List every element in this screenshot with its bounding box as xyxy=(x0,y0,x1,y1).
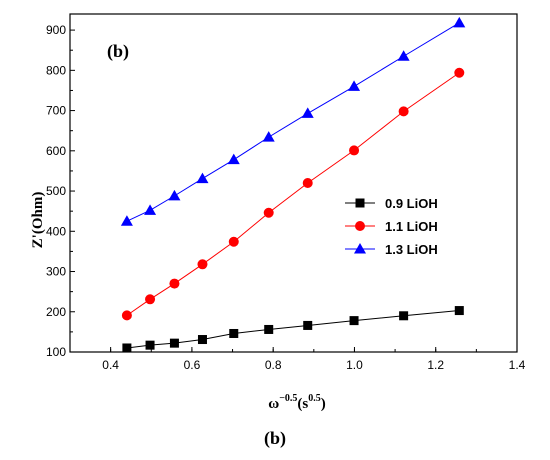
legend-marker xyxy=(354,243,366,254)
data-point xyxy=(454,306,464,316)
data-point xyxy=(262,131,275,142)
x-tick-label: 0.8 xyxy=(265,358,282,372)
y-tick-label: 600 xyxy=(46,144,66,158)
figure-caption: (b) xyxy=(264,428,286,448)
data-point xyxy=(169,338,179,348)
data-point xyxy=(227,153,240,165)
y-tick-label: 800 xyxy=(46,63,66,77)
data-point xyxy=(169,278,180,289)
data-point xyxy=(349,145,360,156)
x-axis-title-unit-exp: 0.5 xyxy=(308,393,321,404)
data-point xyxy=(145,340,155,350)
data-point xyxy=(398,106,409,117)
x-tick-label: 1.2 xyxy=(427,358,444,372)
y-tick-label: 400 xyxy=(46,224,66,238)
data-point xyxy=(197,335,207,345)
y-tick-label: 300 xyxy=(46,265,66,279)
legend-label: 0.9 LiOH xyxy=(385,196,438,211)
axes: 0.4 0.6 0.8 1.0 1.2 1.4 100 200 300 400 500 600 700 8… xyxy=(46,13,526,372)
data-point xyxy=(228,236,239,247)
data-point xyxy=(348,80,361,91)
data-point xyxy=(301,107,314,118)
y-tick-label: 500 xyxy=(46,184,66,198)
data-point xyxy=(144,204,157,215)
x-axis-title: ω−0.5(s0.5) xyxy=(268,393,326,412)
series-line xyxy=(126,22,460,222)
series-line xyxy=(126,310,460,349)
data-point xyxy=(196,172,209,184)
series-1 xyxy=(121,67,465,321)
x-axis-title-symbol: ω xyxy=(268,396,279,412)
data-point xyxy=(454,67,465,78)
legend-marker xyxy=(355,198,365,208)
y-axis-title: Z'(Ohm) xyxy=(30,192,46,249)
legend-marker xyxy=(355,221,365,231)
series-line xyxy=(126,72,460,316)
y-tick-label: 900 xyxy=(46,23,66,37)
data-point xyxy=(197,259,208,270)
series-2 xyxy=(120,16,466,226)
data-point xyxy=(229,328,239,338)
x-tick-label: 0.6 xyxy=(184,358,201,372)
x-tick-label: 0.4 xyxy=(102,358,119,372)
series-layer xyxy=(120,16,466,353)
panel-label: (b) xyxy=(107,41,129,62)
data-point xyxy=(121,310,132,321)
plot-frame xyxy=(69,13,518,353)
data-point xyxy=(399,311,409,321)
data-point xyxy=(302,178,313,188)
data-point xyxy=(168,189,181,201)
legend-item-2: 1.3 LiOH xyxy=(345,242,438,257)
data-point xyxy=(349,316,359,326)
legend-label: 1.1 LiOH xyxy=(385,219,438,234)
data-point xyxy=(397,50,410,61)
y-tick-label: 700 xyxy=(46,104,66,118)
data-point xyxy=(263,207,274,218)
x-axis-title-exp: −0.5 xyxy=(279,393,297,404)
x-tick-label: 1.0 xyxy=(346,358,363,372)
x-axis-title-unit: (s xyxy=(297,396,308,412)
data-point xyxy=(120,215,133,226)
data-point xyxy=(122,343,132,353)
chart: 0.4 0.6 0.8 1.0 1.2 1.4 100 200 300 400 500 600 700 8… xyxy=(30,13,526,412)
legend-item-0: 0.9 LiOH xyxy=(345,196,438,211)
series-0 xyxy=(122,306,464,353)
legend-item-1: 1.1 LiOH xyxy=(345,219,438,234)
y-tick-label: 200 xyxy=(46,305,66,319)
data-point xyxy=(453,16,466,28)
data-point xyxy=(264,324,274,334)
legend: 0.9 LiOH 1.1 LiOH 1.3 LiOH xyxy=(345,196,438,257)
x-axis-title-close: ) xyxy=(321,396,326,412)
data-point xyxy=(145,294,156,305)
legend-label: 1.3 LiOH xyxy=(385,242,438,257)
y-tick-label: 100 xyxy=(46,345,66,359)
data-point xyxy=(303,320,313,330)
x-tick-label: 1.4 xyxy=(509,358,526,372)
